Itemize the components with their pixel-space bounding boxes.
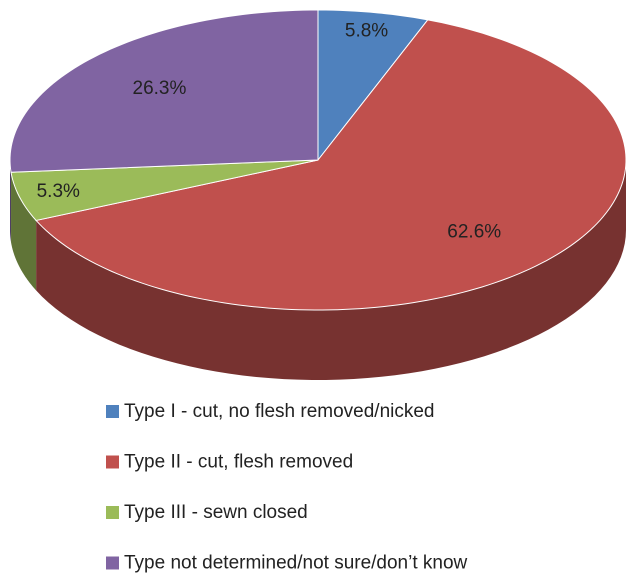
data-label: 62.6%	[447, 221, 501, 242]
legend-swatch	[106, 556, 119, 570]
legend-label: Type II - cut, flesh removed	[124, 452, 353, 473]
legend-swatch	[106, 405, 119, 418]
legend-label: Type I - cut, no flesh removed/nicked	[124, 401, 435, 422]
pie-slice	[35, 19, 627, 311]
pie-side	[10, 160, 12, 243]
pie-side	[11, 172, 37, 291]
data-label: 26.3%	[133, 78, 187, 99]
pie-slice	[9, 9, 319, 173]
pie-slice	[317, 9, 429, 162]
pie-slice	[10, 159, 319, 221]
legend-swatch	[106, 506, 119, 519]
pie-side	[36, 160, 627, 380]
legend-swatch	[106, 455, 119, 469]
legend-label: Type III - sewn closed	[124, 502, 308, 523]
data-label: 5.8%	[345, 21, 388, 42]
legend-label: Type not determined/not sure/don’t know	[124, 553, 468, 574]
data-label: 5.3%	[37, 181, 80, 202]
